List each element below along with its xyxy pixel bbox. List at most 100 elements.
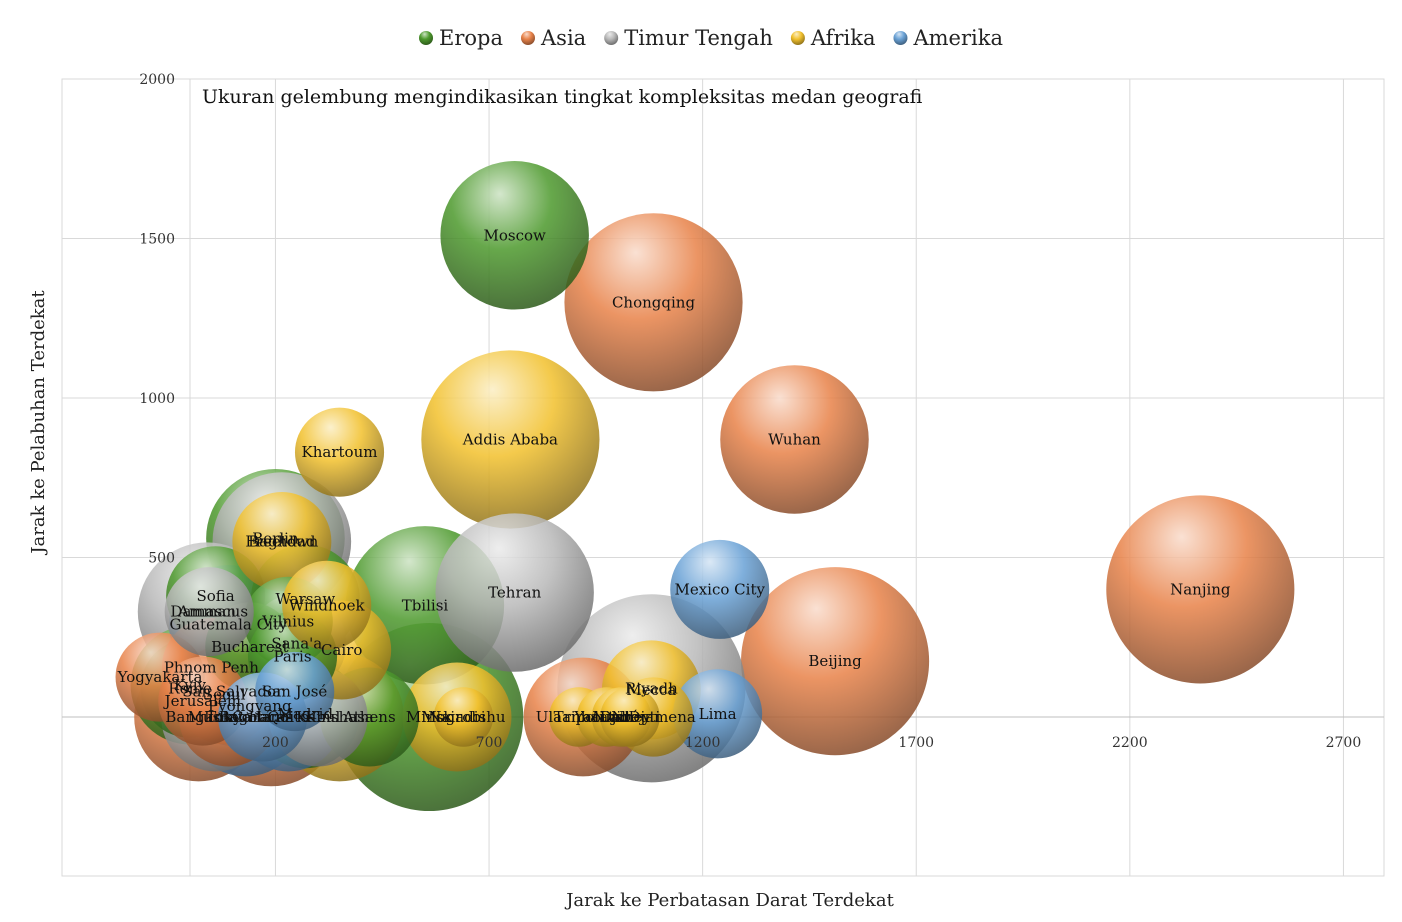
bubble-label-ulaanbaatar: Ulaanbaatar	[536, 708, 631, 726]
bubble-label-addis-ababa: Addis Ababa	[462, 430, 558, 448]
bubble-label-minsk: Minsk	[406, 708, 454, 726]
bubble-label-khartoum: Khartoum	[302, 443, 378, 461]
bubble-windhoek	[282, 560, 372, 650]
bubble-label-berlin: Berlin	[252, 529, 299, 547]
bubble-label-mexico-city: Mexico City	[674, 580, 765, 598]
bubble-label-amman: Amman	[177, 603, 236, 621]
bubble-label-mogadishu: Mogadishu	[421, 708, 506, 726]
bubble-mexico-city	[670, 539, 770, 639]
bubble-label-bucharest: Bucharest	[211, 638, 288, 656]
legend-marker-asia	[521, 31, 535, 45]
bubble-label-niamey: Niamey	[592, 708, 651, 726]
bubble-label-tokyo: Tokyo	[206, 708, 250, 726]
bubble-label-lima: Lima	[699, 705, 737, 723]
bubble-label-riyadh: Riyadh	[625, 679, 678, 697]
bubble-label-rome: Rome	[168, 679, 212, 697]
bubble-label-yaound-: Yaoundé	[573, 708, 639, 726]
y-tick-label: 500	[148, 551, 175, 567]
bubble-label-vilnius: Vilnius	[261, 612, 314, 630]
tick-labels: 200 700 1200 1700 2200 2700 500 1000 1500 2000	[139, 72, 1361, 751]
y-axis-title: Jarak ke Pelabuhan Terdekat	[28, 290, 49, 556]
bubble-label-bangkok: Bangkok	[165, 708, 232, 726]
bubble-label-sana-a: Sana'a	[271, 635, 322, 653]
bubble-label-tehran: Tehran	[488, 584, 541, 602]
bubble-label-nairobi: Nairobi	[428, 708, 486, 726]
legend-marker-afrika	[790, 31, 805, 45]
bubble-label-mecca: Mecca	[626, 681, 676, 699]
bubble-label-muscat: Muscat	[188, 708, 244, 726]
bubble-label-pyongyang: Pyongyang	[208, 697, 292, 715]
bubble-label-seoul: Seoul	[203, 686, 246, 704]
bubble-san-jos-	[255, 651, 335, 732]
legend-marker-eropa	[419, 31, 434, 45]
x-tick-label: 2700	[1326, 735, 1362, 751]
bubbles	[115, 161, 1295, 812]
bubble-label-jerusalem: Jerusalem	[163, 692, 241, 710]
bubble-label-wuhan: Wuhan	[768, 430, 821, 448]
x-tick-label: 1200	[685, 735, 721, 751]
x-tick-label: 1700	[898, 735, 934, 751]
x-axis-title: Jarak ke Perbatasan Darat Terdekat	[564, 890, 894, 911]
bubble-label-kabul: Kabul	[296, 708, 340, 726]
bubble-label-windhoek: Windhoek	[289, 596, 366, 614]
bubble-tehran	[435, 513, 594, 672]
bubble-labels: Minsk Nanjing Beijing Riyadh Chongqing Addis …	[117, 226, 1231, 726]
legend-marker-timur-tengah	[604, 31, 619, 45]
bubble-label-freetown: Freetown	[245, 533, 318, 551]
bubble-damascus	[164, 567, 254, 657]
bubble-label-caracas: Caracas	[232, 708, 294, 726]
bubble-label-n-djamena: N'Djamena	[611, 708, 696, 726]
bubble-label-tbilisi: Tbilisi	[402, 596, 449, 614]
bubble-label-athens: Athens	[342, 708, 396, 726]
bubble-label-djibouti: Djibouti	[600, 708, 661, 726]
bubble-label-kyiv: Kyiv	[174, 676, 207, 694]
legend-entry-amerika: Amerika	[912, 26, 1003, 50]
bubble-label-san-jos-: San José	[262, 682, 327, 700]
bubble-lima	[673, 669, 763, 759]
bubble-label-chongqing: Chongqing	[612, 293, 695, 311]
bubble-label-sofia: Sofia	[196, 587, 234, 605]
chart-annotation: Ukuran gelembung mengindikasikan tingkat…	[202, 86, 923, 108]
bubble-label-quito: Quito	[267, 708, 309, 726]
legend-entry-asia: Asia	[540, 26, 586, 50]
bubble-label-cairo: Cairo	[321, 641, 362, 659]
bubble-beijing	[741, 567, 930, 756]
bubble-label-damascus: Damascus	[170, 603, 248, 621]
bubble-label-baghdad: Baghdad	[248, 533, 316, 551]
legend-entry-eropa: Eropa	[439, 26, 503, 50]
legend-marker-amerika	[893, 31, 908, 45]
x-tick-label: 2200	[1112, 735, 1148, 751]
x-tick-label: 200	[262, 735, 289, 751]
bubble-khartoum	[294, 407, 385, 497]
bubble-label-kinshasa: Kinshasa	[305, 708, 374, 726]
y-tick-label: 1000	[139, 391, 175, 407]
bubble-label-bogot-: Bogotá	[219, 708, 273, 726]
bubble-label-yogyakarta: Yogyakarta	[117, 668, 203, 686]
bubble-nanjing	[1106, 495, 1295, 684]
bubble-label-madrid: Madrid	[278, 705, 334, 723]
legend: Eropa Asia Timur Tengah Afrika Amerika	[419, 26, 1003, 50]
bubble-label-san-salvador: San Salvador	[182, 682, 284, 700]
bubble-label-beijing: Beijing	[808, 652, 862, 670]
bubble-wuhan	[720, 365, 869, 514]
bubble-label-phnom-penh: Phnom Penh	[164, 659, 259, 677]
x-tick-label: 700	[476, 735, 503, 751]
bubble-moscow	[440, 161, 589, 310]
legend-entry-afrika: Afrika	[810, 26, 876, 50]
legend-entry-timur-tengah: Timur Tengah	[624, 26, 773, 50]
bubble-addis-ababa	[421, 350, 600, 529]
bubble-label-hanoi: Hanoi	[248, 708, 294, 726]
bubble-label-tripoli: Tripoli	[554, 708, 604, 726]
bubble-label-moscow: Moscow	[483, 226, 546, 244]
y-tick-label: 1500	[139, 232, 175, 248]
y-tick-label: 2000	[139, 72, 175, 88]
bubble-mogadishu	[433, 687, 494, 747]
bubble-djibouti	[600, 687, 660, 747]
bubble-chongqing	[564, 213, 743, 392]
bubble-label-nanjing: Nanjing	[1170, 580, 1231, 598]
bubble-label-warsaw: Warsaw	[275, 590, 335, 608]
bubble-label-paris: Paris	[274, 647, 312, 665]
bubble-label-guatemala-city: Guatemala City	[169, 615, 287, 633]
